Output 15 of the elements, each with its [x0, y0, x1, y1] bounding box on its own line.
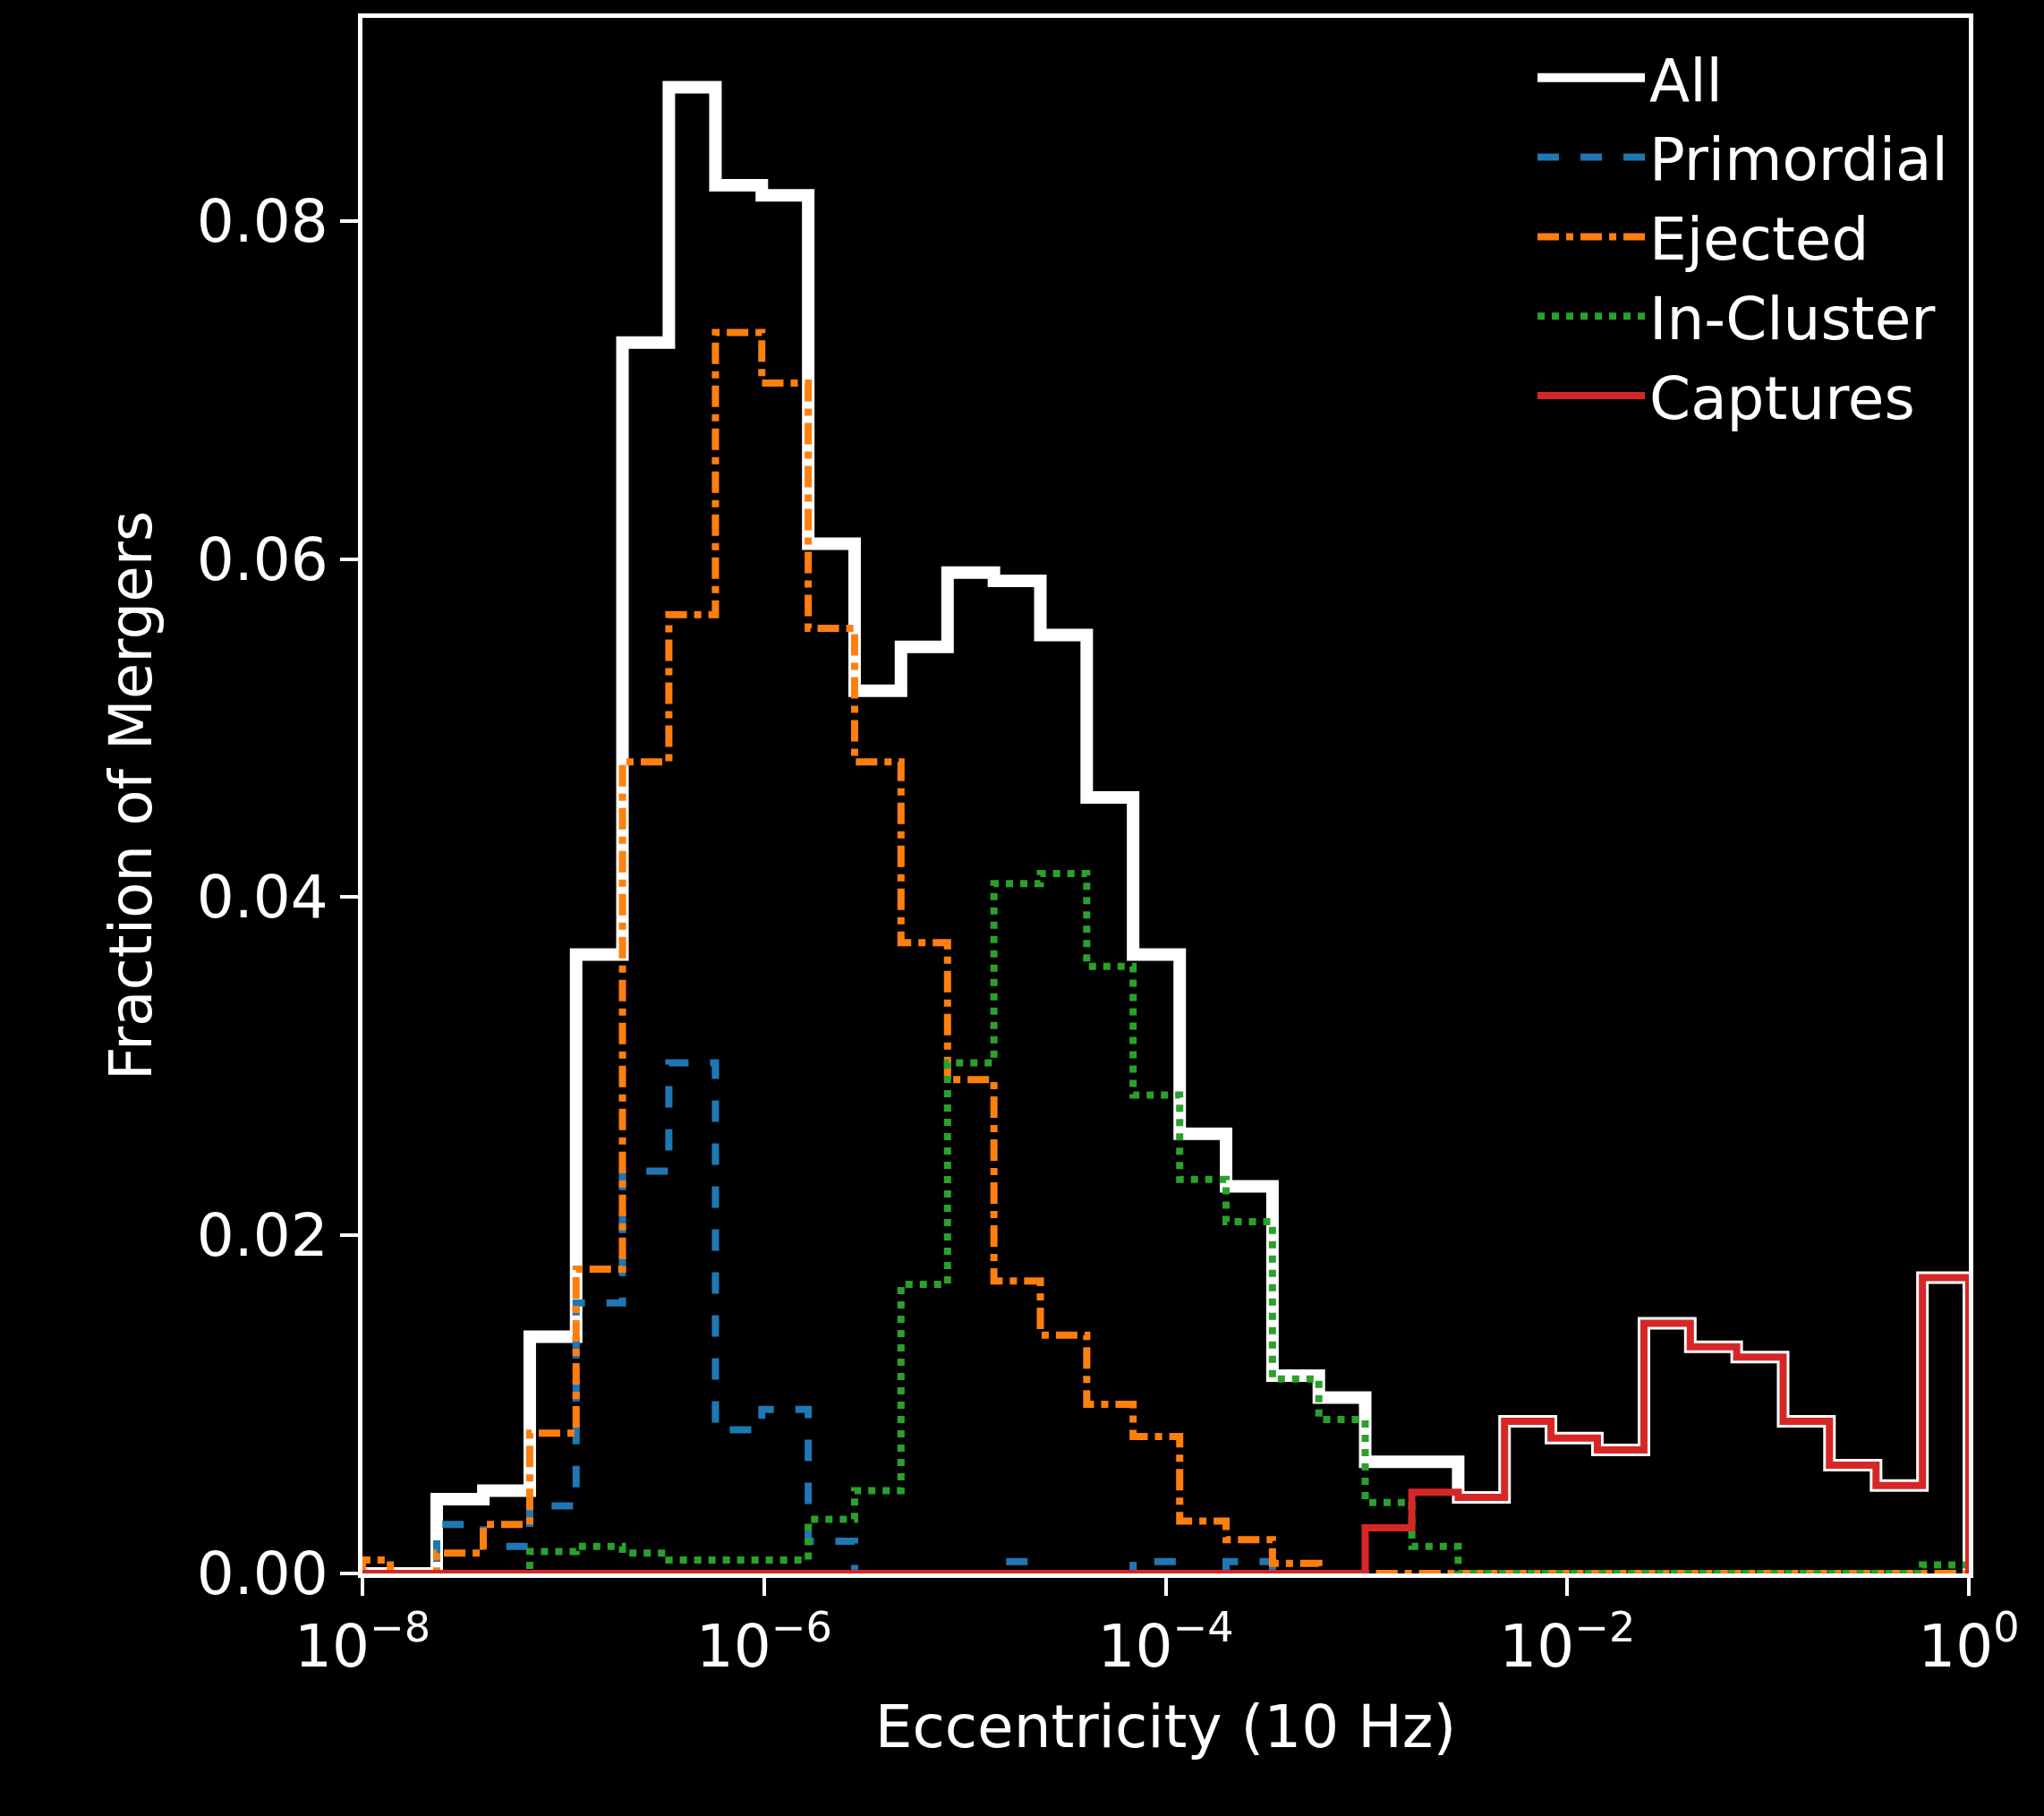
x-tick-label: 10$^{−6}$ — [695, 1603, 832, 1682]
y-axis-title: Fraction of Mergers — [97, 510, 166, 1081]
legend-label: All — [1649, 46, 1723, 115]
y-tick-label: 0.02 — [196, 1201, 328, 1271]
legend-label: Captures — [1649, 363, 1915, 433]
legend-label: In-Cluster — [1649, 284, 1937, 354]
y-tick-label: 0.06 — [196, 524, 328, 594]
legend-label: Ejected — [1649, 205, 1869, 275]
y-tick-label: 0.08 — [196, 186, 328, 256]
x-axis-title: Eccentricity (10 Hz) — [874, 1692, 1457, 1761]
y-tick-label: 0.04 — [196, 863, 328, 933]
x-tick-label: 10$^{0}$ — [1918, 1603, 2020, 1682]
x-tick-label: 10$^{−2}$ — [1499, 1603, 1636, 1682]
legend-label: Primordial — [1649, 125, 1948, 195]
x-tick-label: 10$^{−4}$ — [1097, 1603, 1234, 1682]
